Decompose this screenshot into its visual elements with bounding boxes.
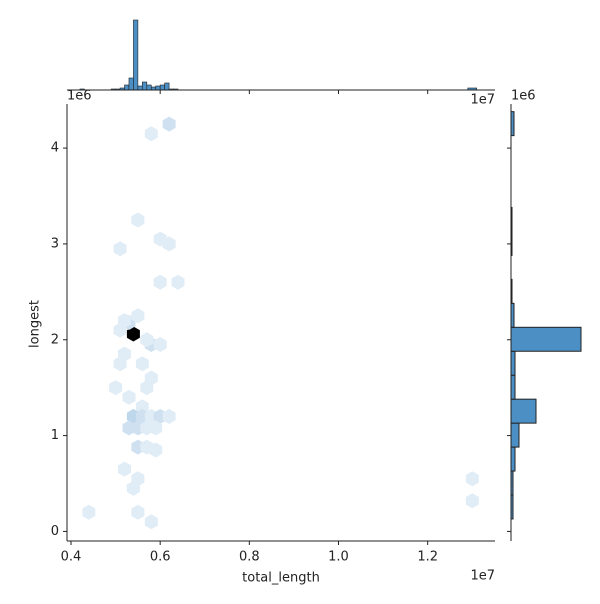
hexbin (113, 241, 127, 257)
y-offset: 1e6 (67, 89, 92, 104)
hexbin (126, 326, 140, 342)
x-hist-bar (142, 81, 148, 91)
hexbin (465, 493, 479, 509)
x-hist-bar (155, 85, 161, 91)
x-tick-label: 0.8 (239, 550, 260, 565)
hexbin (131, 504, 145, 520)
x-hist-bar (133, 19, 139, 91)
y-hist-bar (510, 446, 516, 472)
hexbin (171, 274, 185, 290)
hexbin (135, 399, 149, 415)
x-offset: 1e7 (470, 93, 495, 108)
y-tick-label: 3 (51, 236, 59, 251)
hexbin (149, 442, 163, 458)
x-hist-bar (124, 84, 130, 91)
x-tick-label: 1.0 (328, 550, 349, 565)
x-hist-bar (146, 84, 152, 91)
x-axis-label: total_length (242, 571, 320, 586)
x-tick-label: 1.2 (417, 550, 438, 565)
hexbin (113, 322, 127, 338)
x-hist-bar (137, 85, 143, 91)
hexbin (113, 356, 127, 372)
y-hist-bar (510, 374, 516, 400)
hexbin (162, 408, 176, 424)
hexbin (122, 389, 136, 405)
hexbin (153, 337, 167, 352)
y-hist-bar (510, 350, 516, 376)
hexbin (131, 308, 145, 324)
x-tick-label: 0.4 (61, 550, 82, 565)
x-offset: 1e7 (470, 569, 495, 584)
hexbin (140, 380, 154, 396)
x-hist-bar (164, 82, 170, 91)
hexbin (153, 231, 167, 247)
hexbin (144, 126, 158, 142)
x-tick-label: 0.6 (150, 550, 171, 565)
hexbin (153, 274, 167, 290)
hexbin (149, 420, 163, 436)
hexbin (162, 116, 176, 132)
y-tick-label: 4 (51, 141, 59, 156)
y-hist-bar (510, 326, 582, 352)
y-hist-bar (510, 398, 537, 424)
hexbin (82, 504, 96, 520)
hexbin (140, 332, 154, 348)
hexbin (126, 480, 140, 496)
hexbin (131, 212, 145, 228)
y-tick-label: 0 (51, 524, 59, 539)
hexbin (109, 380, 123, 396)
y-hist-bar (510, 422, 520, 448)
y-axis-label: longest (28, 300, 43, 348)
hexbin (135, 356, 149, 372)
x-hist-bar (128, 77, 134, 91)
y-tick-label: 2 (51, 332, 59, 347)
x-hist-bar (159, 84, 165, 91)
hexbin (118, 461, 131, 477)
hexbin (144, 514, 158, 530)
hexbin (465, 471, 479, 487)
y-offset: 1e6 (511, 89, 536, 104)
y-tick-label: 1 (51, 428, 59, 443)
